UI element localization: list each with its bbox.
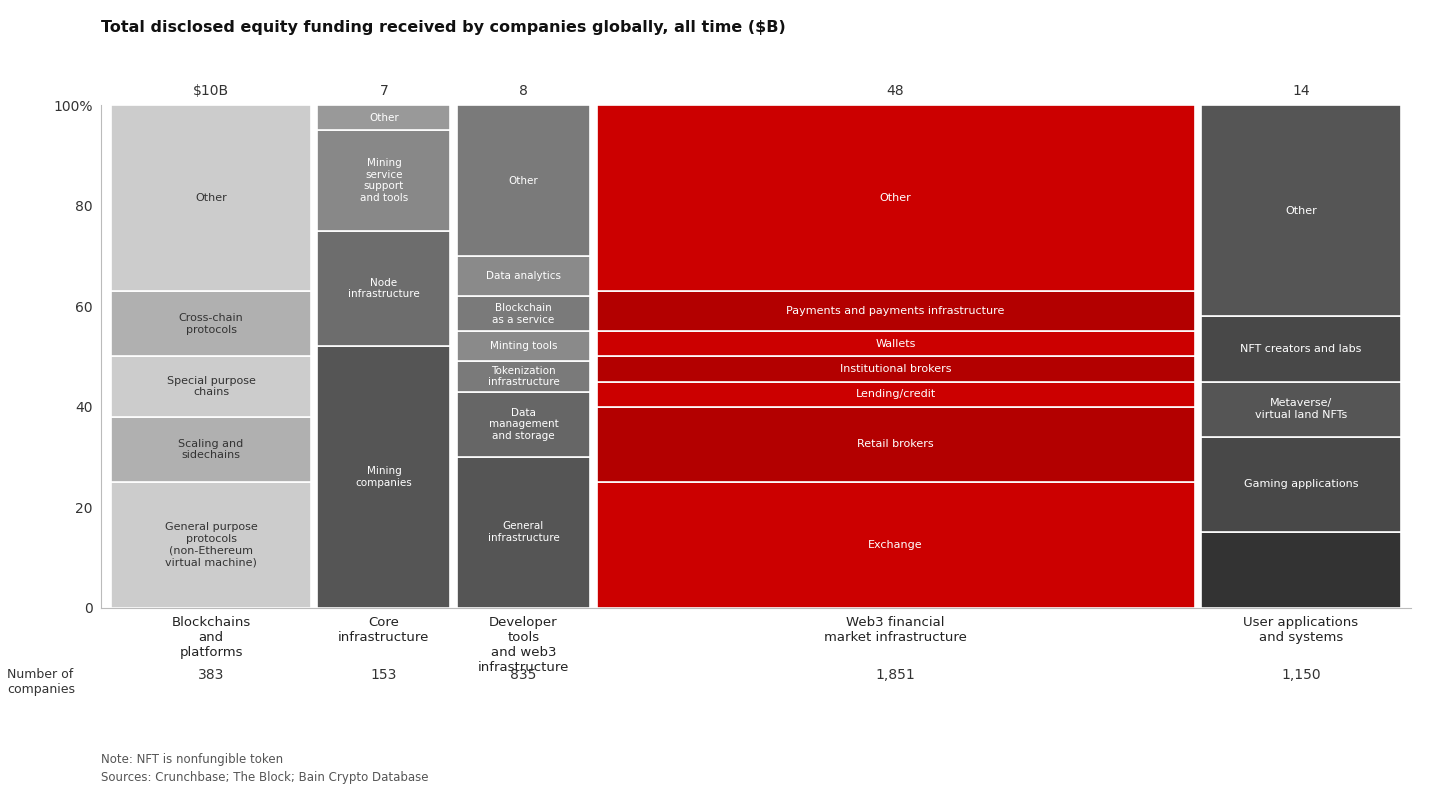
Text: Wallets: Wallets <box>876 339 916 349</box>
Bar <box>1201 437 1401 532</box>
Text: Cross-chain
protocols: Cross-chain protocols <box>179 313 243 335</box>
Text: 383: 383 <box>197 668 225 682</box>
Text: Retail brokers: Retail brokers <box>857 439 935 450</box>
Bar <box>456 256 590 296</box>
Text: $10B: $10B <box>193 83 229 98</box>
Bar <box>456 296 590 331</box>
Text: NFT creators and labs: NFT creators and labs <box>1240 344 1362 354</box>
Text: Number of
companies: Number of companies <box>7 668 75 697</box>
Text: Metaverse/
virtual land NFTs: Metaverse/ virtual land NFTs <box>1254 399 1346 420</box>
Text: Mining
companies: Mining companies <box>356 466 412 488</box>
Bar <box>111 416 311 482</box>
Bar <box>1201 382 1401 437</box>
Text: Tokenization
infrastructure: Tokenization infrastructure <box>488 365 559 387</box>
Text: Exchange: Exchange <box>868 539 923 550</box>
Bar <box>456 105 590 256</box>
Bar <box>596 407 1195 482</box>
Bar <box>111 105 311 291</box>
Text: Other: Other <box>880 194 912 203</box>
Text: 7: 7 <box>380 83 389 98</box>
Bar <box>456 331 590 361</box>
Bar <box>1201 316 1401 382</box>
Bar <box>317 105 451 130</box>
Bar <box>317 347 451 608</box>
Text: 153: 153 <box>370 668 397 682</box>
Bar <box>111 482 311 608</box>
Text: Other: Other <box>1284 206 1316 215</box>
Text: Other: Other <box>508 176 539 185</box>
Text: 1,150: 1,150 <box>1282 668 1320 682</box>
Text: Other: Other <box>196 194 228 203</box>
Text: General purpose
protocols
(non-Ethereum
virtual machine): General purpose protocols (non-Ethereum … <box>164 522 258 567</box>
Text: 8: 8 <box>518 83 528 98</box>
Text: Mining
service
support
and tools: Mining service support and tools <box>360 158 408 203</box>
Text: Payments and payments infrastructure: Payments and payments infrastructure <box>786 306 1005 316</box>
Bar <box>596 356 1195 382</box>
Text: Other: Other <box>369 113 399 123</box>
Text: Gaming applications: Gaming applications <box>1244 480 1358 489</box>
Bar <box>596 382 1195 407</box>
Text: Total disclosed equity funding received by companies globally, all time ($B): Total disclosed equity funding received … <box>101 20 786 36</box>
Bar <box>596 291 1195 331</box>
Text: Sources: Crunchbase; The Block; Bain Crypto Database: Sources: Crunchbase; The Block; Bain Cry… <box>101 771 428 784</box>
Text: General
infrastructure: General infrastructure <box>488 522 559 543</box>
Text: Lending/credit: Lending/credit <box>855 389 936 399</box>
Text: Minting tools: Minting tools <box>490 341 557 352</box>
Text: 48: 48 <box>887 83 904 98</box>
Bar <box>596 482 1195 608</box>
Bar <box>1201 532 1401 608</box>
Bar <box>111 356 311 416</box>
Text: Blockchain
as a service: Blockchain as a service <box>492 303 554 325</box>
Text: Scaling and
sidechains: Scaling and sidechains <box>179 438 243 460</box>
Text: 835: 835 <box>510 668 537 682</box>
Text: Special purpose
chains: Special purpose chains <box>167 376 255 398</box>
Bar <box>317 231 451 347</box>
Text: 1,851: 1,851 <box>876 668 916 682</box>
Bar <box>317 130 451 231</box>
Bar <box>456 361 590 391</box>
Text: Data analytics: Data analytics <box>485 271 562 281</box>
Text: Note: NFT is nonfungible token: Note: NFT is nonfungible token <box>101 753 282 766</box>
Bar <box>1201 105 1401 316</box>
Text: Data
management
and storage: Data management and storage <box>488 407 559 441</box>
Bar <box>596 331 1195 356</box>
Bar <box>111 291 311 356</box>
Bar <box>456 457 590 608</box>
Bar <box>596 105 1195 291</box>
Text: Institutional brokers: Institutional brokers <box>840 364 952 374</box>
Text: Node
infrastructure: Node infrastructure <box>348 278 419 300</box>
Bar <box>456 391 590 457</box>
Text: 14: 14 <box>1292 83 1310 98</box>
